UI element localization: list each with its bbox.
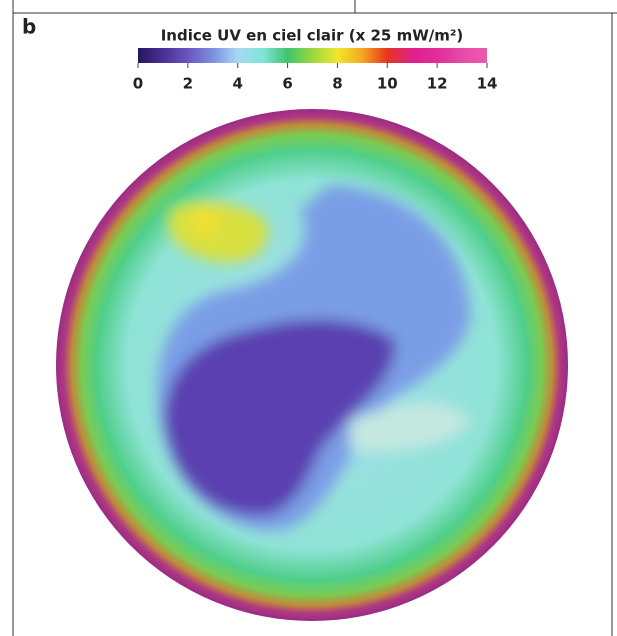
figure: b Indice UV en ciel clair (x 25 mW/m²) 0…	[0, 0, 617, 636]
colorbar	[138, 48, 487, 63]
colorbar-tick-label: 14	[477, 75, 498, 93]
map	[56, 109, 568, 621]
colorbar-tick-label: 2	[183, 75, 193, 93]
colorbar-tick-label: 8	[332, 75, 342, 93]
colorbar-title: Indice UV en ciel clair (x 25 mW/m²)	[161, 27, 464, 45]
colorbar-tick-label: 6	[282, 75, 292, 93]
colorbar-tick-label: 10	[377, 75, 398, 93]
colorbar-tick-label: 0	[133, 75, 143, 93]
peak-uv-region	[191, 208, 219, 236]
colorbar-tick-label: 4	[232, 75, 242, 93]
panel-label: b	[22, 15, 36, 39]
colorbar-tick-label: 12	[427, 75, 448, 93]
